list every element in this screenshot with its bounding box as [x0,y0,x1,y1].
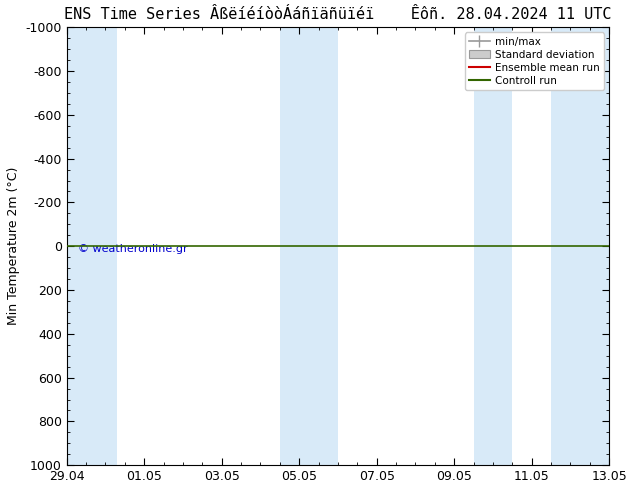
Legend: min/max, Standard deviation, Ensemble mean run, Controll run: min/max, Standard deviation, Ensemble me… [465,32,604,90]
Y-axis label: Min Temperature 2m (°C): Min Temperature 2m (°C) [7,167,20,325]
Title: ENS Time Series ÂßëíéíòòÁáñïäñüïéï    Êôñ. 28.04.2024 11 UTC: ENS Time Series ÂßëíéíòòÁáñïäñüïéï Êôñ. … [64,7,612,22]
Bar [474,27,512,465]
Bar [551,27,609,465]
Bar [280,27,338,465]
Bar [67,27,117,465]
Text: © weatheronline.gr: © weatheronline.gr [77,244,187,254]
